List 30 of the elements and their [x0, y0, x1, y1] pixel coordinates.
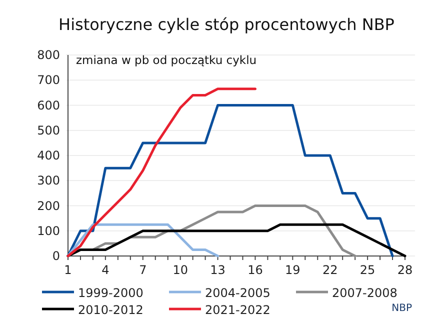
text: NBP: [392, 303, 412, 314]
y-tick-label: 100: [37, 224, 60, 238]
y-tick-label: 800: [37, 48, 60, 62]
chart-title: Historyczne cykle stóp procentowych NBP: [58, 15, 395, 34]
x-tick-label: 22: [322, 263, 338, 277]
legend-label: 2004-2005: [205, 286, 270, 300]
line-series: [66, 104, 394, 258]
line-series: [66, 223, 220, 258]
line-series: [66, 88, 256, 258]
x-tick-label: 25: [360, 263, 376, 277]
x-tick-label: 1: [64, 263, 72, 277]
x-tick-label: 13: [210, 263, 226, 277]
x-tick-label: 10: [172, 263, 188, 277]
legend-label: 1999-2000: [78, 286, 144, 300]
y-tick-label: 500: [37, 123, 60, 138]
legend-label: 2021-2022: [205, 303, 270, 317]
y-tick-label: 400: [37, 148, 60, 162]
x-tick-label: 16: [248, 263, 263, 277]
x-tick-label: 28: [397, 263, 413, 277]
y-tick-label: 300: [37, 174, 60, 188]
legend-label: 2010-2012: [78, 303, 144, 317]
y-tick-label: 600: [37, 98, 60, 112]
legend-label: 2007-2008: [332, 286, 398, 300]
chart-subtitle: zmiana w pb od początku cyklu: [76, 53, 257, 67]
y-tick-label: 0: [52, 249, 60, 263]
y-tick-label: 700: [37, 73, 60, 88]
x-tick-label: 7: [139, 263, 147, 277]
x-tick-label: 4: [102, 263, 110, 277]
x-tick-label: 19: [285, 263, 300, 277]
y-tick-label: 200: [37, 198, 60, 213]
